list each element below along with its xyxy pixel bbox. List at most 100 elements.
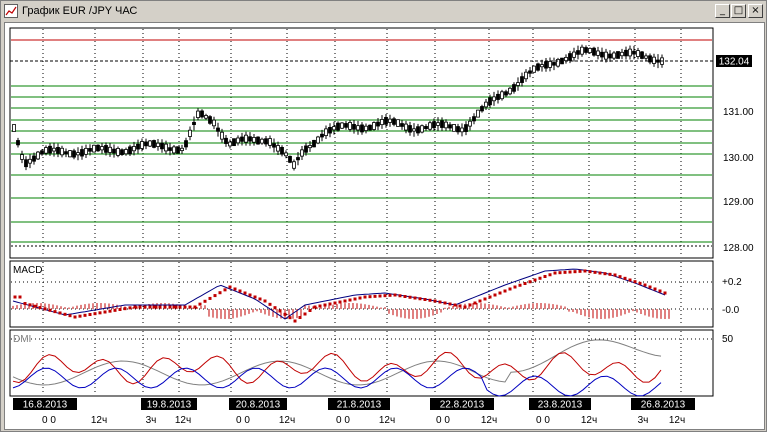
candle-body bbox=[140, 141, 144, 149]
dmi-title: DMI bbox=[13, 334, 31, 345]
macd-signal-dot bbox=[208, 296, 212, 300]
macd-signal-dot bbox=[573, 270, 577, 274]
macd-signal-dot bbox=[188, 305, 192, 309]
macd-signal-dot bbox=[303, 312, 307, 316]
maximize-button[interactable]: □ bbox=[731, 4, 746, 18]
macd-signal-dot bbox=[628, 278, 632, 282]
macd-signal-dot bbox=[568, 270, 572, 274]
candle-body bbox=[168, 147, 172, 151]
candle-body bbox=[124, 149, 128, 155]
macd-signal-dot bbox=[528, 280, 532, 284]
candle-body bbox=[620, 51, 624, 57]
macd-signal-dot bbox=[563, 270, 567, 274]
candle-body bbox=[260, 138, 264, 144]
hour-label: 3ч bbox=[146, 415, 157, 426]
macd-signal-dot bbox=[463, 305, 467, 309]
candle-body bbox=[116, 148, 120, 156]
macd-signal-dot bbox=[388, 293, 392, 297]
macd-signal-dot bbox=[403, 295, 407, 298]
chart-canvas[interactable]: 132.04 131.00 130.00 129.00 128.00 MACD … bbox=[5, 23, 764, 429]
dmi-layer bbox=[12, 339, 662, 397]
price-label-131: 131.00 bbox=[723, 107, 754, 118]
macd-signal-dot bbox=[298, 316, 302, 319]
macd-signal-dot bbox=[618, 275, 622, 279]
macd-signal-dot bbox=[103, 310, 107, 314]
macd-signal-dot bbox=[263, 299, 267, 303]
hour-label: 12ч bbox=[175, 415, 191, 426]
macd-signal-dot bbox=[53, 310, 57, 314]
time-axis: 16.8.2013 19.8.2013 20.8.2013 21.8.2013 … bbox=[13, 398, 695, 426]
candle-body bbox=[204, 115, 208, 119]
macd-signal-dot bbox=[78, 314, 82, 318]
candle-body bbox=[108, 146, 112, 153]
macd-signal-dot bbox=[348, 298, 352, 302]
candle-body bbox=[152, 140, 156, 148]
title-bar[interactable]: График EUR /JPY ЧАС _ □ × bbox=[2, 2, 765, 20]
macd-signal-dot bbox=[228, 285, 232, 289]
candle-body bbox=[212, 119, 216, 127]
candle-body bbox=[388, 118, 392, 123]
macd-signal-dot bbox=[488, 295, 492, 299]
macd-signal-dot bbox=[483, 297, 487, 301]
candle-body bbox=[472, 116, 476, 122]
macd-signal-dot bbox=[158, 305, 162, 309]
macd-signal-dot bbox=[438, 300, 442, 304]
candle-body bbox=[508, 87, 512, 95]
candle-body bbox=[188, 129, 192, 137]
macd-signal-dot bbox=[238, 289, 242, 293]
candle-body bbox=[80, 149, 84, 157]
macd-title: MACD bbox=[13, 265, 42, 276]
candle-body bbox=[396, 119, 400, 127]
macd-signal-dot bbox=[218, 291, 222, 295]
candle-body bbox=[644, 55, 648, 59]
macd-signal-dot bbox=[268, 302, 272, 306]
hour-label: 12ч bbox=[91, 415, 107, 426]
chart-area[interactable]: 132.04 131.00 130.00 129.00 128.00 MACD … bbox=[4, 22, 765, 430]
macd-signal-dot bbox=[28, 303, 32, 307]
macd-signal-dot bbox=[253, 295, 257, 299]
close-button[interactable]: × bbox=[748, 4, 763, 18]
macd-signal-dot bbox=[433, 299, 437, 303]
macd-signal-dot bbox=[183, 305, 187, 309]
candle-body bbox=[216, 127, 220, 132]
dmi-plus-line bbox=[12, 351, 662, 385]
candle-body bbox=[336, 122, 340, 131]
candle-body bbox=[412, 128, 416, 132]
candle-body bbox=[268, 138, 272, 146]
candle-body bbox=[416, 126, 420, 134]
macd-signal-dot bbox=[613, 273, 617, 277]
macd-signal-dot bbox=[593, 270, 597, 274]
hour-label: 12ч bbox=[581, 415, 597, 426]
candle-body bbox=[104, 145, 108, 153]
dmi-scale-50: 50 bbox=[722, 334, 734, 345]
candle-body bbox=[512, 84, 516, 92]
hour-label: 12ч bbox=[379, 415, 395, 426]
macd-signal-dot bbox=[13, 295, 17, 299]
macd-signal-dot bbox=[633, 280, 637, 284]
chart-app-icon bbox=[4, 4, 18, 18]
macd-signal-dot bbox=[193, 305, 197, 309]
macd-signal-dot bbox=[173, 305, 177, 309]
candle-body bbox=[328, 127, 332, 134]
macd-signal-dot bbox=[148, 305, 152, 309]
candle-body bbox=[408, 125, 412, 133]
candle-body bbox=[536, 63, 540, 71]
candle-body bbox=[612, 52, 616, 59]
macd-signal-dot bbox=[223, 288, 227, 292]
candle-body bbox=[32, 155, 36, 162]
candle-body bbox=[368, 124, 372, 131]
candle-body bbox=[228, 141, 232, 147]
candle-body bbox=[372, 122, 376, 130]
macd-signal-dot bbox=[88, 313, 92, 316]
date-tag bbox=[430, 398, 494, 410]
candle-body bbox=[208, 116, 212, 124]
macd-signal-dot bbox=[233, 287, 237, 291]
candle-body bbox=[420, 125, 424, 133]
candle-body bbox=[356, 125, 360, 131]
candle-body bbox=[236, 137, 240, 144]
macd-signal-dot bbox=[273, 306, 277, 310]
macd-signal-dot bbox=[413, 296, 417, 300]
minimize-button[interactable]: _ bbox=[715, 4, 730, 18]
candle-body bbox=[440, 120, 444, 128]
date-label: 26.8.2013 bbox=[641, 400, 686, 411]
